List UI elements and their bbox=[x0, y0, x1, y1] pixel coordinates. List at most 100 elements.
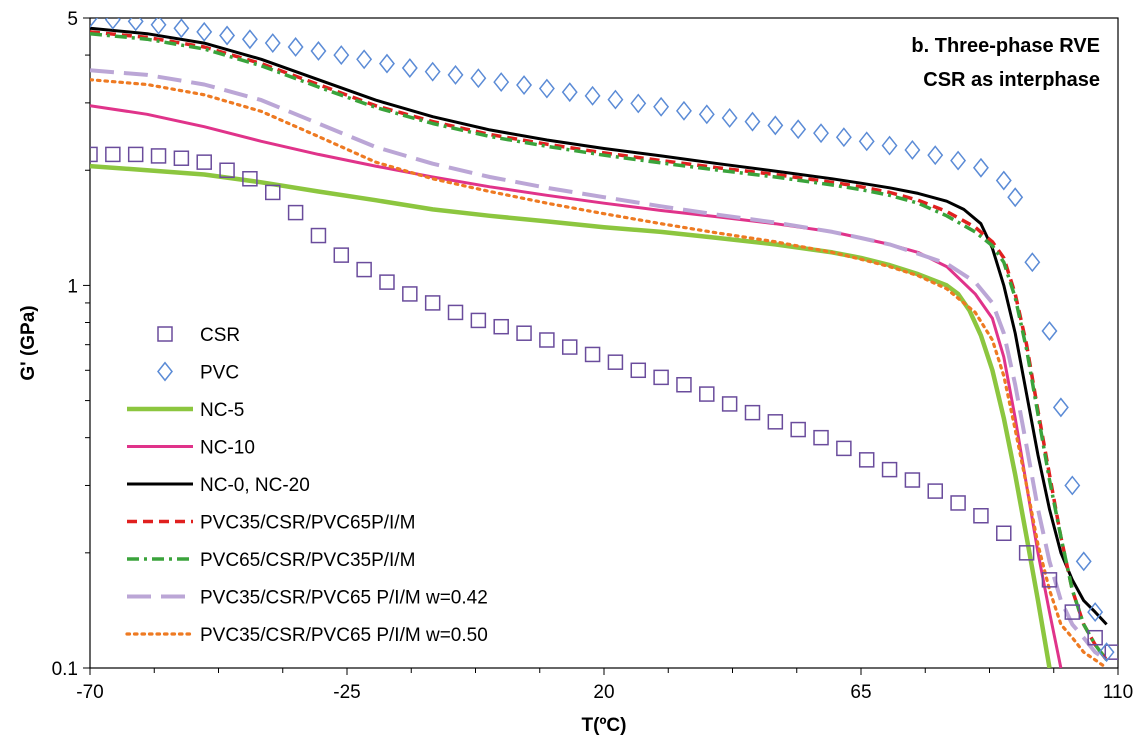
csr-marker bbox=[539, 332, 555, 348]
legend-entry: PVC65/CSR/PVC35P/I/M bbox=[127, 550, 415, 571]
chart-title-line-2: CSR as interphase bbox=[923, 69, 1100, 91]
pvc-marker bbox=[1075, 551, 1092, 572]
csr-marker bbox=[379, 274, 395, 290]
pvc-marker bbox=[630, 93, 647, 114]
series-nc-0-nc-20 bbox=[90, 26, 1108, 626]
pvc-marker bbox=[1087, 602, 1104, 623]
csr-marker bbox=[561, 339, 578, 355]
csr-marker bbox=[333, 247, 350, 263]
pvc-marker bbox=[881, 135, 898, 156]
x-axis-label: T(ºC) bbox=[582, 715, 627, 736]
pvc-marker bbox=[1041, 321, 1058, 341]
csr-marker bbox=[196, 154, 212, 170]
legend-label: PVC bbox=[200, 363, 239, 384]
legend-entry: NC-0, NC-20 bbox=[127, 475, 310, 496]
y-tick-label: 1 bbox=[67, 276, 78, 297]
legend-label: NC-10 bbox=[200, 438, 255, 459]
pvc-marker bbox=[219, 25, 236, 46]
legend-entry: PVC bbox=[157, 361, 239, 384]
series-pvc65-csr-pvc35p-i-m bbox=[90, 31, 1108, 661]
csr-marker bbox=[653, 369, 669, 386]
csr-marker bbox=[950, 495, 966, 511]
csr-marker bbox=[836, 440, 852, 457]
y-axis: 0.1 1 5 bbox=[52, 9, 90, 680]
legend-entry: PVC35/CSR/PVC65P/I/M bbox=[127, 513, 415, 534]
pvc-marker bbox=[173, 18, 190, 39]
series-layer bbox=[90, 18, 1118, 668]
csr-marker bbox=[127, 146, 144, 163]
legend-entry: PVC35/CSR/PVC65 P/I/M w=0.42 bbox=[127, 588, 488, 609]
csr-marker bbox=[744, 404, 761, 421]
csr-marker bbox=[676, 376, 692, 393]
pvc-marker bbox=[584, 85, 601, 106]
csr-marker bbox=[767, 414, 784, 430]
pvc-marker bbox=[264, 33, 281, 54]
csr-marker bbox=[996, 525, 1012, 542]
pvc-marker bbox=[744, 111, 761, 132]
series-line bbox=[90, 104, 1063, 668]
csr-marker bbox=[1041, 572, 1058, 588]
csr-marker bbox=[1018, 545, 1035, 561]
csr-marker bbox=[402, 286, 418, 302]
csr-marker bbox=[1104, 644, 1118, 660]
pvc-marker-legend bbox=[157, 361, 173, 382]
csr-marker bbox=[242, 171, 258, 187]
pvc-marker bbox=[104, 18, 121, 30]
y-tick-label: 0.1 bbox=[52, 659, 78, 680]
pvc-marker bbox=[424, 61, 441, 82]
series-line bbox=[90, 26, 1108, 626]
pvc-marker bbox=[1052, 397, 1069, 418]
csr-marker bbox=[493, 318, 509, 335]
csr-marker bbox=[424, 295, 441, 311]
pvc-marker bbox=[1007, 187, 1024, 208]
pvc-marker bbox=[447, 64, 464, 85]
chart-title-line-1: b. Three-phase RVE bbox=[911, 35, 1100, 57]
pvc-marker bbox=[950, 150, 967, 171]
series-nc-10 bbox=[90, 104, 1063, 668]
legend-label: PVC35/CSR/PVC65 P/I/M w=0.42 bbox=[200, 588, 488, 609]
pvc-marker bbox=[607, 89, 624, 110]
pvc-marker bbox=[356, 49, 373, 70]
pvc-marker bbox=[127, 18, 144, 32]
csr-marker bbox=[881, 461, 898, 478]
csr-marker bbox=[699, 386, 715, 402]
pvc-marker bbox=[653, 96, 670, 117]
x-axis: -70 -25 20 65 110 bbox=[76, 668, 1133, 703]
pvc-marker bbox=[379, 53, 395, 74]
pvc-marker bbox=[698, 104, 715, 125]
x-tick-label: 65 bbox=[850, 682, 871, 703]
pvc-marker bbox=[287, 37, 304, 57]
pvc-marker bbox=[995, 170, 1012, 191]
series-line bbox=[90, 31, 1108, 661]
series-pvc35-csr-pvc65-p-i-m-w-0-42 bbox=[90, 68, 1108, 662]
legend-label: CSR bbox=[200, 325, 240, 346]
csr-marker bbox=[447, 304, 464, 321]
csr-marker bbox=[721, 396, 738, 412]
pvc-marker bbox=[835, 127, 852, 148]
csr-marker bbox=[105, 146, 121, 163]
csr-marker bbox=[356, 261, 372, 278]
csr-marker bbox=[904, 472, 921, 488]
pvc-marker bbox=[813, 123, 829, 144]
pvc-marker bbox=[1064, 475, 1081, 496]
pvc-marker bbox=[972, 157, 989, 178]
csr-marker bbox=[1064, 604, 1081, 620]
pvc-marker bbox=[1098, 642, 1115, 663]
csr-marker bbox=[287, 204, 304, 221]
pvc-marker bbox=[904, 139, 921, 160]
legend-label: PVC35/CSR/PVC65P/I/M bbox=[200, 513, 415, 534]
csr-marker bbox=[973, 508, 989, 524]
series-csr bbox=[90, 146, 1118, 660]
series-pvc bbox=[90, 18, 1115, 663]
x-tick-label: -70 bbox=[76, 682, 103, 703]
csr-marker bbox=[219, 162, 235, 178]
pvc-marker bbox=[241, 29, 258, 50]
pvc-marker bbox=[333, 45, 350, 66]
legend-entry: NC-10 bbox=[127, 438, 255, 459]
pvc-marker bbox=[310, 41, 327, 61]
csr-marker bbox=[173, 150, 190, 166]
legend-entry: PVC35/CSR/PVC65 P/I/M w=0.50 bbox=[125, 625, 488, 646]
series-line bbox=[90, 68, 1108, 662]
csr-marker bbox=[90, 146, 98, 163]
